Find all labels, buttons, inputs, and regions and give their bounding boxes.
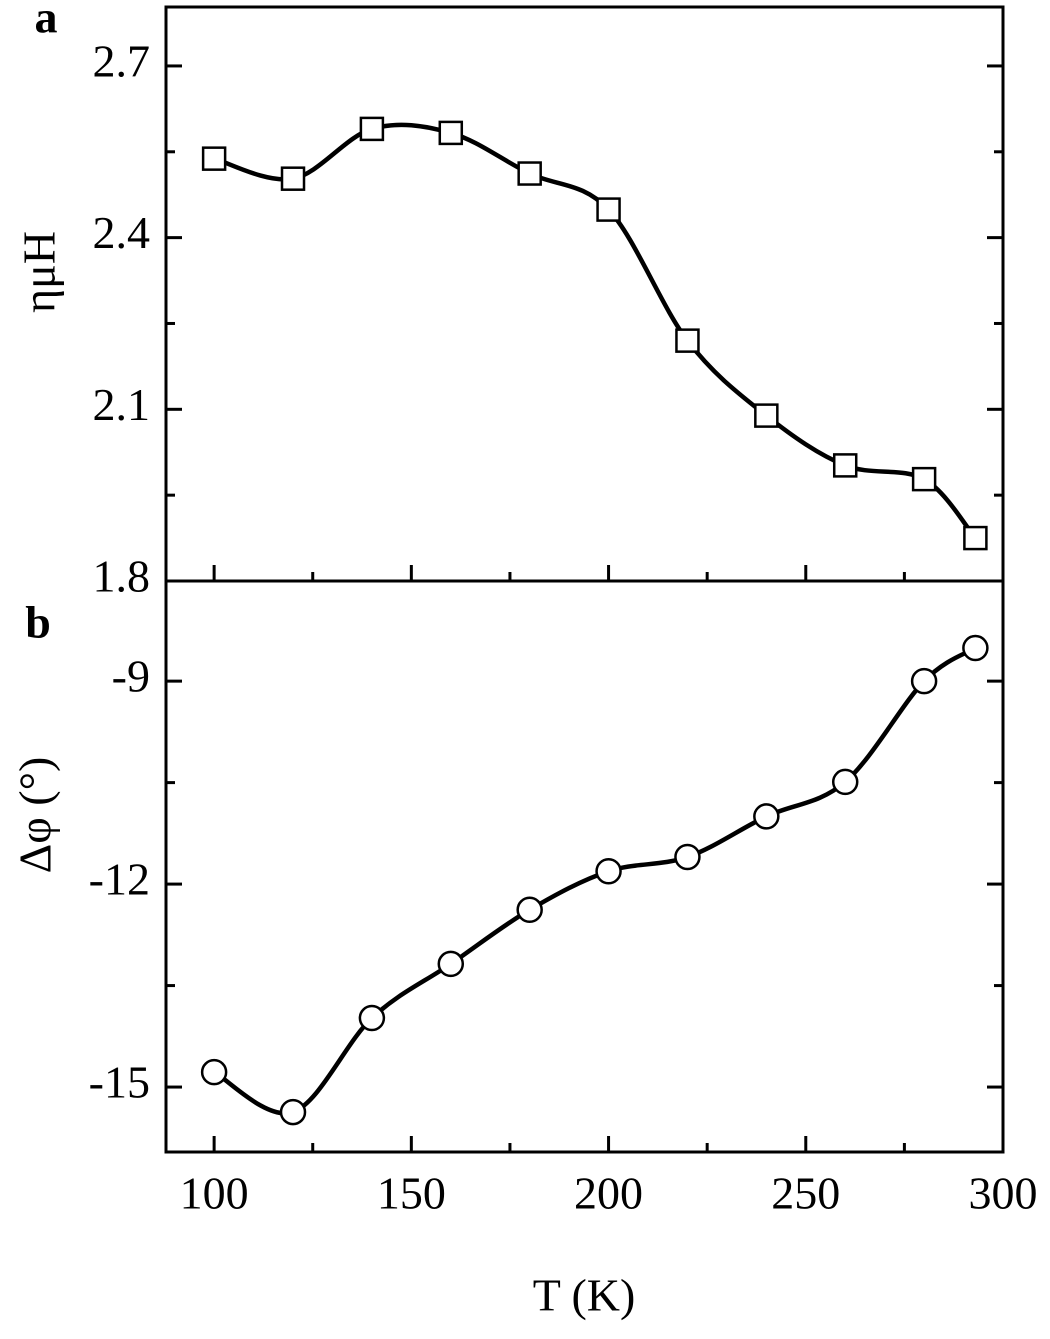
marker <box>832 453 858 478</box>
marker <box>910 667 938 695</box>
marker <box>200 1058 228 1086</box>
y-tick-label: -15 <box>89 1057 150 1108</box>
x-tick-label: 200 <box>574 1168 643 1219</box>
marker <box>962 634 989 662</box>
marker <box>437 950 465 978</box>
marker <box>279 1098 307 1126</box>
x-tick-label: 300 <box>969 1168 1038 1219</box>
plot-frame <box>164 579 1005 1154</box>
marker <box>596 197 621 222</box>
marker <box>280 166 306 191</box>
marker <box>911 466 937 492</box>
x-axis-label: T (K) <box>533 1270 636 1321</box>
marker <box>675 328 700 353</box>
y-tick-label: 1.8 <box>93 551 151 602</box>
panel-label: a <box>35 0 58 43</box>
marker <box>595 857 622 885</box>
x-tick-label: 250 <box>771 1168 840 1219</box>
x-tick-label: 100 <box>180 1168 249 1219</box>
marker <box>831 768 859 796</box>
panel-label: b <box>25 597 51 648</box>
marker <box>674 843 701 871</box>
y-tick-label: 2.4 <box>93 207 151 258</box>
y-tick-label: -12 <box>89 854 150 905</box>
marker <box>753 803 780 830</box>
marker <box>963 525 988 551</box>
y-axis-label: Δφ (°) <box>10 757 61 874</box>
fit-line <box>212 646 977 1116</box>
fit-line <box>213 122 978 540</box>
marker <box>359 116 385 142</box>
marker <box>517 161 542 186</box>
y-axis-label: ημH <box>14 231 65 313</box>
x-tick-label: 150 <box>377 1168 446 1219</box>
marker <box>201 146 227 171</box>
marker <box>754 403 779 428</box>
marker <box>358 1004 386 1032</box>
y-tick-label: -9 <box>112 651 150 702</box>
y-tick-label: 2.7 <box>93 36 151 87</box>
y-tick-label: 2.1 <box>93 379 151 430</box>
plot-frame <box>164 5 1005 583</box>
marker <box>438 120 464 146</box>
marker <box>516 896 543 924</box>
